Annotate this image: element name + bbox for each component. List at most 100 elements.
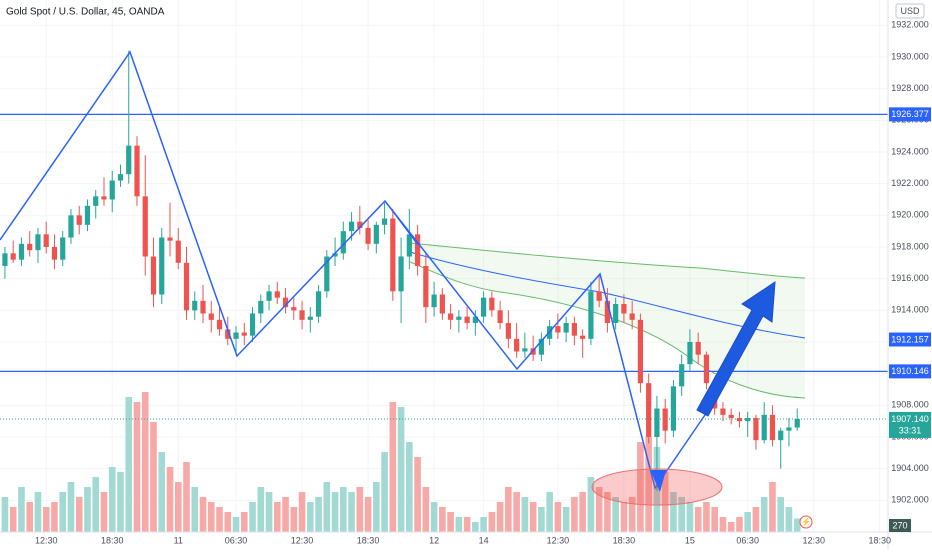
volume-bar bbox=[579, 492, 586, 532]
x-tick-label: 12:30 bbox=[547, 535, 570, 545]
alert-icon-glyph[interactable]: ⚡ bbox=[801, 517, 811, 527]
candle-body bbox=[381, 218, 388, 225]
candle-body bbox=[51, 247, 58, 260]
x-tick-label: 15 bbox=[685, 535, 695, 545]
volume-bar bbox=[100, 492, 108, 532]
volume-layer bbox=[1, 392, 801, 532]
candle-body bbox=[679, 364, 685, 387]
candle-body bbox=[778, 430, 784, 441]
y-tick-label: 1920.000 bbox=[891, 210, 929, 220]
candle-body bbox=[555, 326, 561, 333]
y-tick-label: 1918.000 bbox=[891, 241, 929, 251]
volume-bar bbox=[174, 482, 182, 532]
candle-body bbox=[258, 300, 264, 314]
candle-body bbox=[183, 262, 190, 311]
candle-body bbox=[43, 234, 49, 247]
candle-body bbox=[241, 332, 247, 336]
volume-bar bbox=[612, 497, 619, 532]
volume-bar bbox=[587, 477, 595, 532]
highlight-ellipse bbox=[591, 468, 723, 506]
candle-body bbox=[175, 240, 181, 263]
candle-body bbox=[142, 196, 148, 257]
candle-body bbox=[27, 243, 33, 251]
volume-bar bbox=[34, 492, 42, 532]
candle-body bbox=[662, 408, 668, 431]
candle-body bbox=[786, 427, 792, 431]
candle-body bbox=[233, 332, 239, 339]
candle-body bbox=[687, 342, 693, 365]
y-tick-label: 1916.000 bbox=[891, 273, 929, 283]
candle-body bbox=[761, 414, 767, 441]
candle-body bbox=[753, 418, 759, 441]
volume-bar bbox=[356, 487, 364, 532]
volume-bar bbox=[232, 517, 240, 532]
volume-bar bbox=[505, 487, 512, 532]
candle-body bbox=[431, 294, 437, 308]
volume-bar bbox=[760, 497, 768, 532]
level-box bbox=[889, 332, 931, 347]
candle-body bbox=[481, 297, 487, 317]
volume-bar bbox=[744, 512, 752, 532]
y-tick-label: 1930.000 bbox=[891, 51, 929, 61]
candle-body bbox=[604, 300, 611, 323]
currency-box[interactable] bbox=[895, 3, 925, 19]
last-price-label: 1907.140 bbox=[891, 414, 929, 424]
candle-body bbox=[208, 313, 214, 320]
volume-bar bbox=[240, 512, 248, 532]
candle-body bbox=[117, 174, 124, 181]
candle-body bbox=[332, 253, 338, 257]
volume-bar bbox=[141, 392, 149, 532]
candle-body bbox=[720, 408, 726, 415]
volume-bar bbox=[670, 492, 677, 532]
candle-body bbox=[613, 304, 619, 323]
volume-bar bbox=[282, 497, 289, 532]
level-label: 1910.146 bbox=[891, 366, 929, 376]
x-tick-label: 12:30 bbox=[35, 535, 58, 545]
y-tick-label: 1922.000 bbox=[891, 178, 929, 188]
candle-body bbox=[448, 313, 454, 320]
currency[interactable]: USD bbox=[900, 6, 920, 16]
candle-body bbox=[266, 291, 272, 301]
volume-bar bbox=[645, 437, 652, 532]
volume-bar bbox=[455, 517, 463, 532]
volume-bar bbox=[628, 497, 636, 532]
volume-bar bbox=[18, 487, 25, 532]
candle-body bbox=[414, 234, 421, 266]
candle-body bbox=[35, 234, 41, 251]
alert-icon[interactable] bbox=[799, 515, 813, 529]
candle-body bbox=[654, 408, 660, 437]
volume-bar bbox=[199, 497, 207, 532]
volume-bar bbox=[694, 507, 702, 532]
x-tick-label: 12 bbox=[429, 535, 439, 545]
volume-bar bbox=[298, 492, 306, 532]
candle-body bbox=[291, 307, 297, 311]
zigzag-leg bbox=[384, 200, 419, 246]
y-tick-label: 1902.000 bbox=[891, 495, 929, 505]
volume-bar bbox=[9, 507, 17, 532]
candle-body bbox=[134, 145, 140, 197]
volume-bar bbox=[521, 497, 529, 532]
candle-body bbox=[398, 256, 404, 292]
volume-bar bbox=[207, 502, 215, 532]
volume-bar bbox=[75, 497, 83, 532]
volume-bar bbox=[463, 517, 471, 532]
volume-bar bbox=[719, 517, 727, 532]
volume-bar bbox=[595, 487, 603, 532]
candle-body bbox=[225, 329, 231, 339]
volume-bar bbox=[562, 507, 570, 532]
volume-bar bbox=[183, 462, 190, 532]
arrow-head bbox=[650, 470, 666, 492]
volume-bar bbox=[191, 487, 199, 532]
candle-body bbox=[10, 253, 16, 260]
candle-body bbox=[728, 414, 734, 418]
volume-bar bbox=[265, 492, 273, 532]
volume-bar bbox=[125, 397, 133, 532]
countdown: 33:31 bbox=[899, 425, 922, 435]
y-tick-label: 1904.000 bbox=[891, 463, 929, 473]
candle-body bbox=[588, 291, 594, 339]
candle-body bbox=[60, 237, 66, 260]
volume-bar bbox=[323, 482, 331, 532]
x-tick-label: 18:30 bbox=[868, 535, 891, 545]
candle-body bbox=[695, 342, 701, 355]
candle-body bbox=[373, 224, 379, 244]
